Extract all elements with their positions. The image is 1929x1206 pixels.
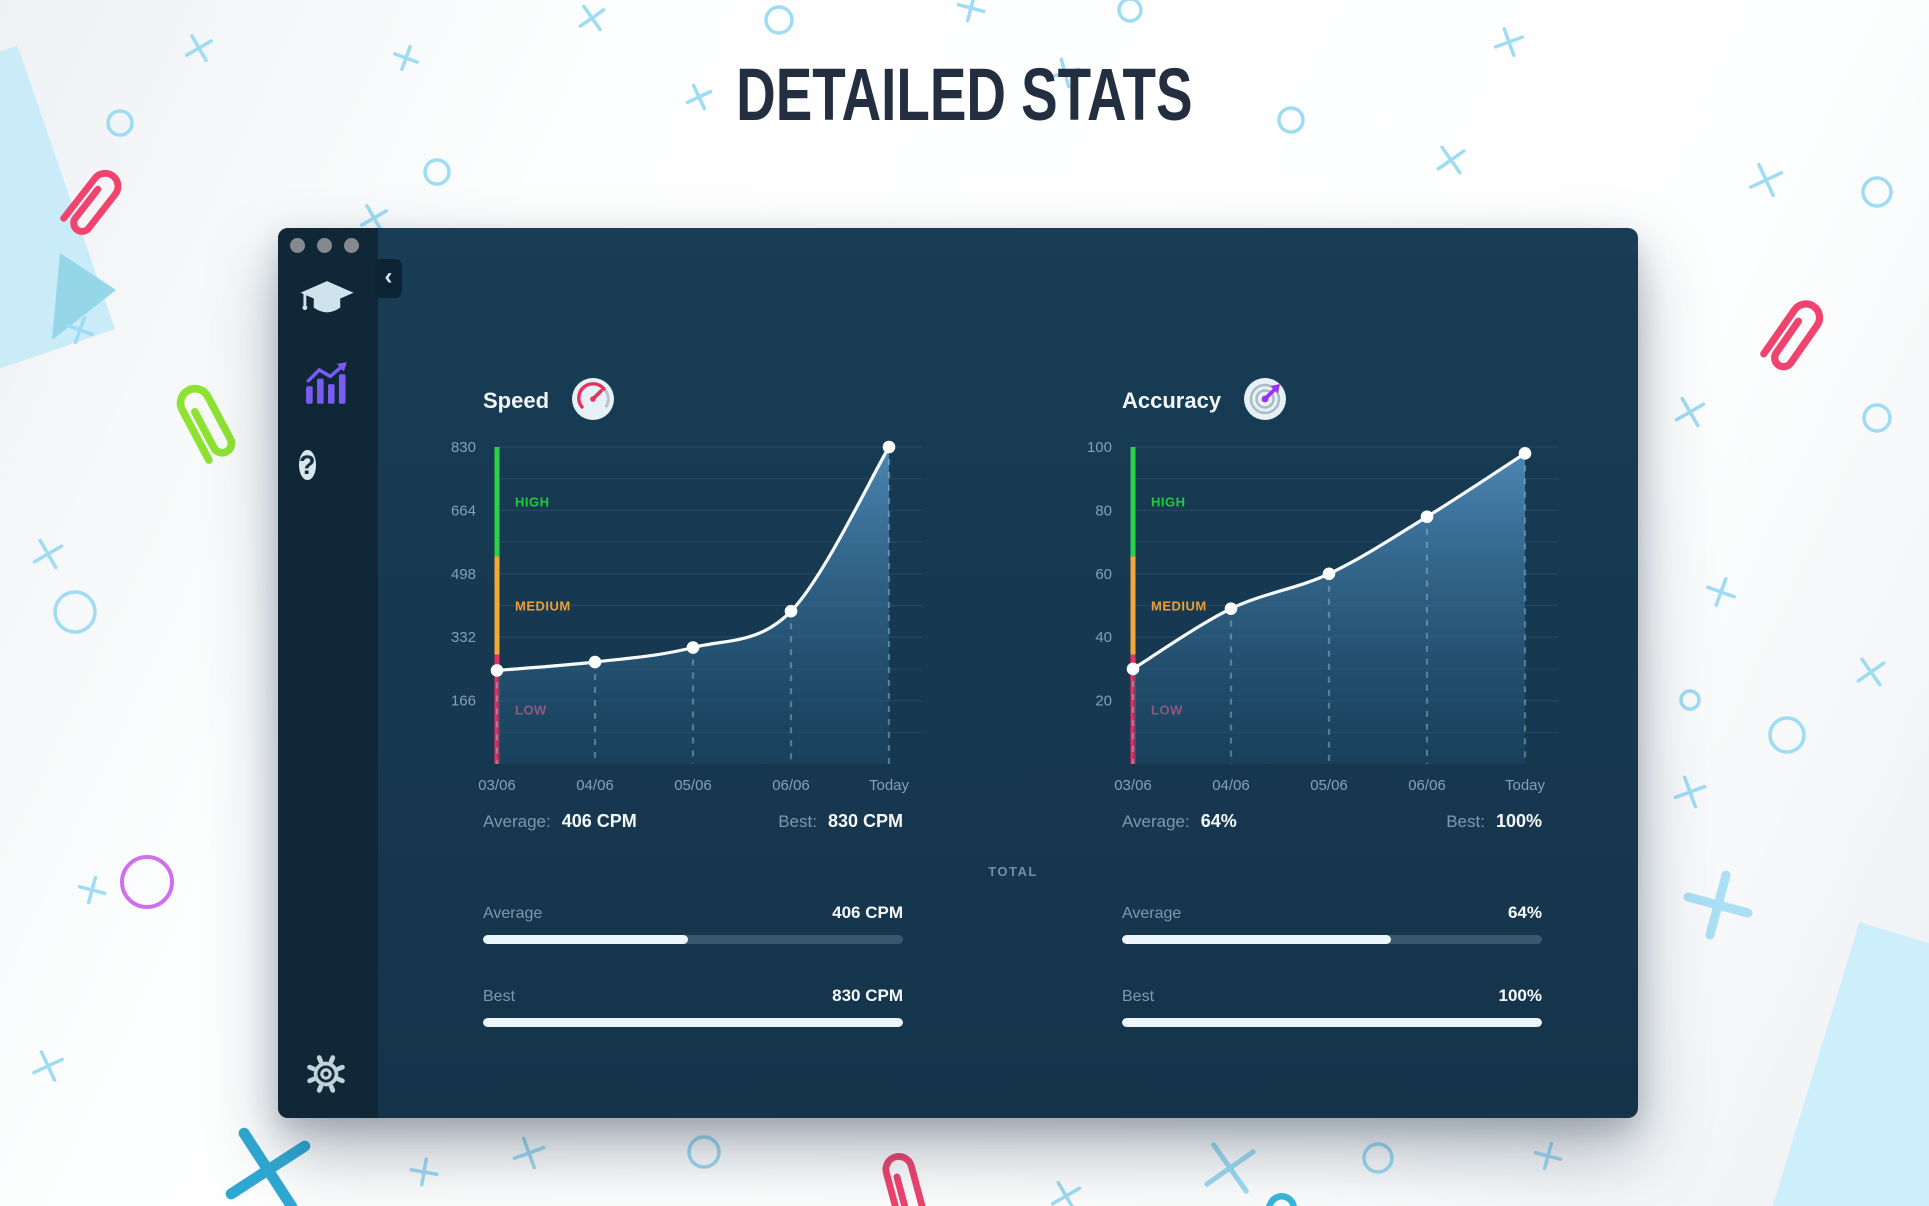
progress-track <box>483 935 903 944</box>
svg-text:04/06: 04/06 <box>1212 777 1250 794</box>
svg-text:04/06: 04/06 <box>576 777 614 794</box>
progress-fill <box>483 935 689 944</box>
speed-total-bars: Average 406 CPM Best 830 CPM <box>483 903 903 1069</box>
page-title: DETAILED STATS <box>736 53 1193 136</box>
sidebar-item-help[interactable]: ? <box>299 443 316 488</box>
window-control-close-button[interactable] <box>290 238 305 253</box>
svg-text:06/06: 06/06 <box>1408 777 1446 794</box>
svg-text:03/06: 03/06 <box>478 777 516 794</box>
chevron-left-icon: ‹ <box>384 263 393 290</box>
total-section-label: TOTAL <box>988 864 1038 879</box>
accuracy-summary: Average: 64% Best: 100% <box>1122 811 1542 832</box>
bar-chart-icon <box>305 362 351 407</box>
progress-track <box>1122 1018 1542 1027</box>
svg-text:HIGH: HIGH <box>515 495 550 510</box>
bar-label: Best <box>483 988 516 1005</box>
sidebar-item-stats[interactable] <box>305 362 351 404</box>
svg-text:332: 332 <box>451 629 476 646</box>
speed-average-value: 406 CPM <box>561 811 637 831</box>
speed-best-bar-row: Best 830 CPM <box>483 986 903 1027</box>
accuracy-average-bar-row: Average 64% <box>1122 903 1542 944</box>
progress-track <box>1122 935 1542 944</box>
svg-text:40: 40 <box>1095 629 1112 646</box>
target-icon <box>1243 377 1287 426</box>
accuracy-panel-title: Accuracy <box>1122 388 1222 413</box>
bar-label: Average <box>483 905 543 922</box>
svg-text:60: 60 <box>1095 566 1112 583</box>
svg-text:06/06: 06/06 <box>772 777 810 794</box>
gear-icon <box>302 1055 350 1101</box>
progress-fill <box>1122 1018 1542 1027</box>
sidebar-item-settings[interactable] <box>302 1050 350 1098</box>
progress-track <box>483 1018 903 1027</box>
svg-text:Today: Today <box>869 777 910 794</box>
speed-summary: Average: 406 CPM Best: 830 CPM <box>483 811 903 832</box>
svg-text:03/06: 03/06 <box>1114 777 1152 794</box>
svg-text:80: 80 <box>1095 502 1112 519</box>
progress-fill <box>1122 935 1391 944</box>
svg-text:166: 166 <box>451 693 476 710</box>
accuracy-chart: HIGHMEDIUMLOW2040608010003/0604/0605/060… <box>1087 439 1558 794</box>
sidebar-item-learn[interactable] <box>299 280 355 322</box>
svg-text:HIGH: HIGH <box>1151 495 1186 510</box>
svg-text:Today: Today <box>1505 777 1546 794</box>
window-controls <box>290 238 359 253</box>
svg-text:20: 20 <box>1095 693 1112 710</box>
svg-text:05/06: 05/06 <box>674 777 712 794</box>
accuracy-best-bar-row: Best 100% <box>1122 986 1542 1027</box>
bar-value: 100% <box>1498 986 1542 1005</box>
svg-text:830: 830 <box>451 439 476 456</box>
back-button[interactable]: ‹ <box>375 259 402 298</box>
accuracy-best-value: 100% <box>1495 811 1542 831</box>
speed-chart: HIGHMEDIUMLOW16633249866483003/0604/0605… <box>451 439 922 794</box>
speed-average-bar-row: Average 406 CPM <box>483 903 903 944</box>
bar-label: Average <box>1122 905 1182 922</box>
graduation-cap-icon <box>299 281 355 325</box>
speed-panel-header: Speed <box>483 377 615 426</box>
bar-value: 830 CPM <box>832 986 903 1005</box>
accuracy-total-bars: Average 64% Best 100% <box>1122 903 1542 1069</box>
speed-best-label: Best: <box>778 812 817 831</box>
app-window: ? ‹ Speed <box>278 228 1638 1118</box>
question-mark-icon: ? <box>299 450 316 480</box>
svg-text:MEDIUM: MEDIUM <box>1151 599 1207 614</box>
sidebar: ? <box>278 228 378 1118</box>
accuracy-panel-header: Accuracy <box>1122 377 1287 426</box>
progress-fill <box>483 1018 903 1027</box>
window-control-zoom-button[interactable] <box>344 238 359 253</box>
speed-panel-title: Speed <box>483 388 550 413</box>
svg-text:100: 100 <box>1087 439 1112 456</box>
bar-label: Best <box>1122 988 1155 1005</box>
window-control-minimize-button[interactable] <box>317 238 332 253</box>
svg-text:498: 498 <box>451 566 476 583</box>
accuracy-best-label: Best: <box>1446 812 1485 831</box>
svg-text:664: 664 <box>451 502 476 519</box>
svg-text:05/06: 05/06 <box>1310 777 1348 794</box>
speed-average-label: Average: <box>483 812 551 831</box>
accuracy-average-value: 64% <box>1200 811 1237 831</box>
bar-value: 64% <box>1507 903 1542 922</box>
svg-text:MEDIUM: MEDIUM <box>515 599 571 614</box>
speedometer-icon <box>571 377 615 426</box>
speed-best-value: 830 CPM <box>827 811 903 831</box>
bar-value: 406 CPM <box>832 903 903 922</box>
accuracy-average-label: Average: <box>1122 812 1190 831</box>
